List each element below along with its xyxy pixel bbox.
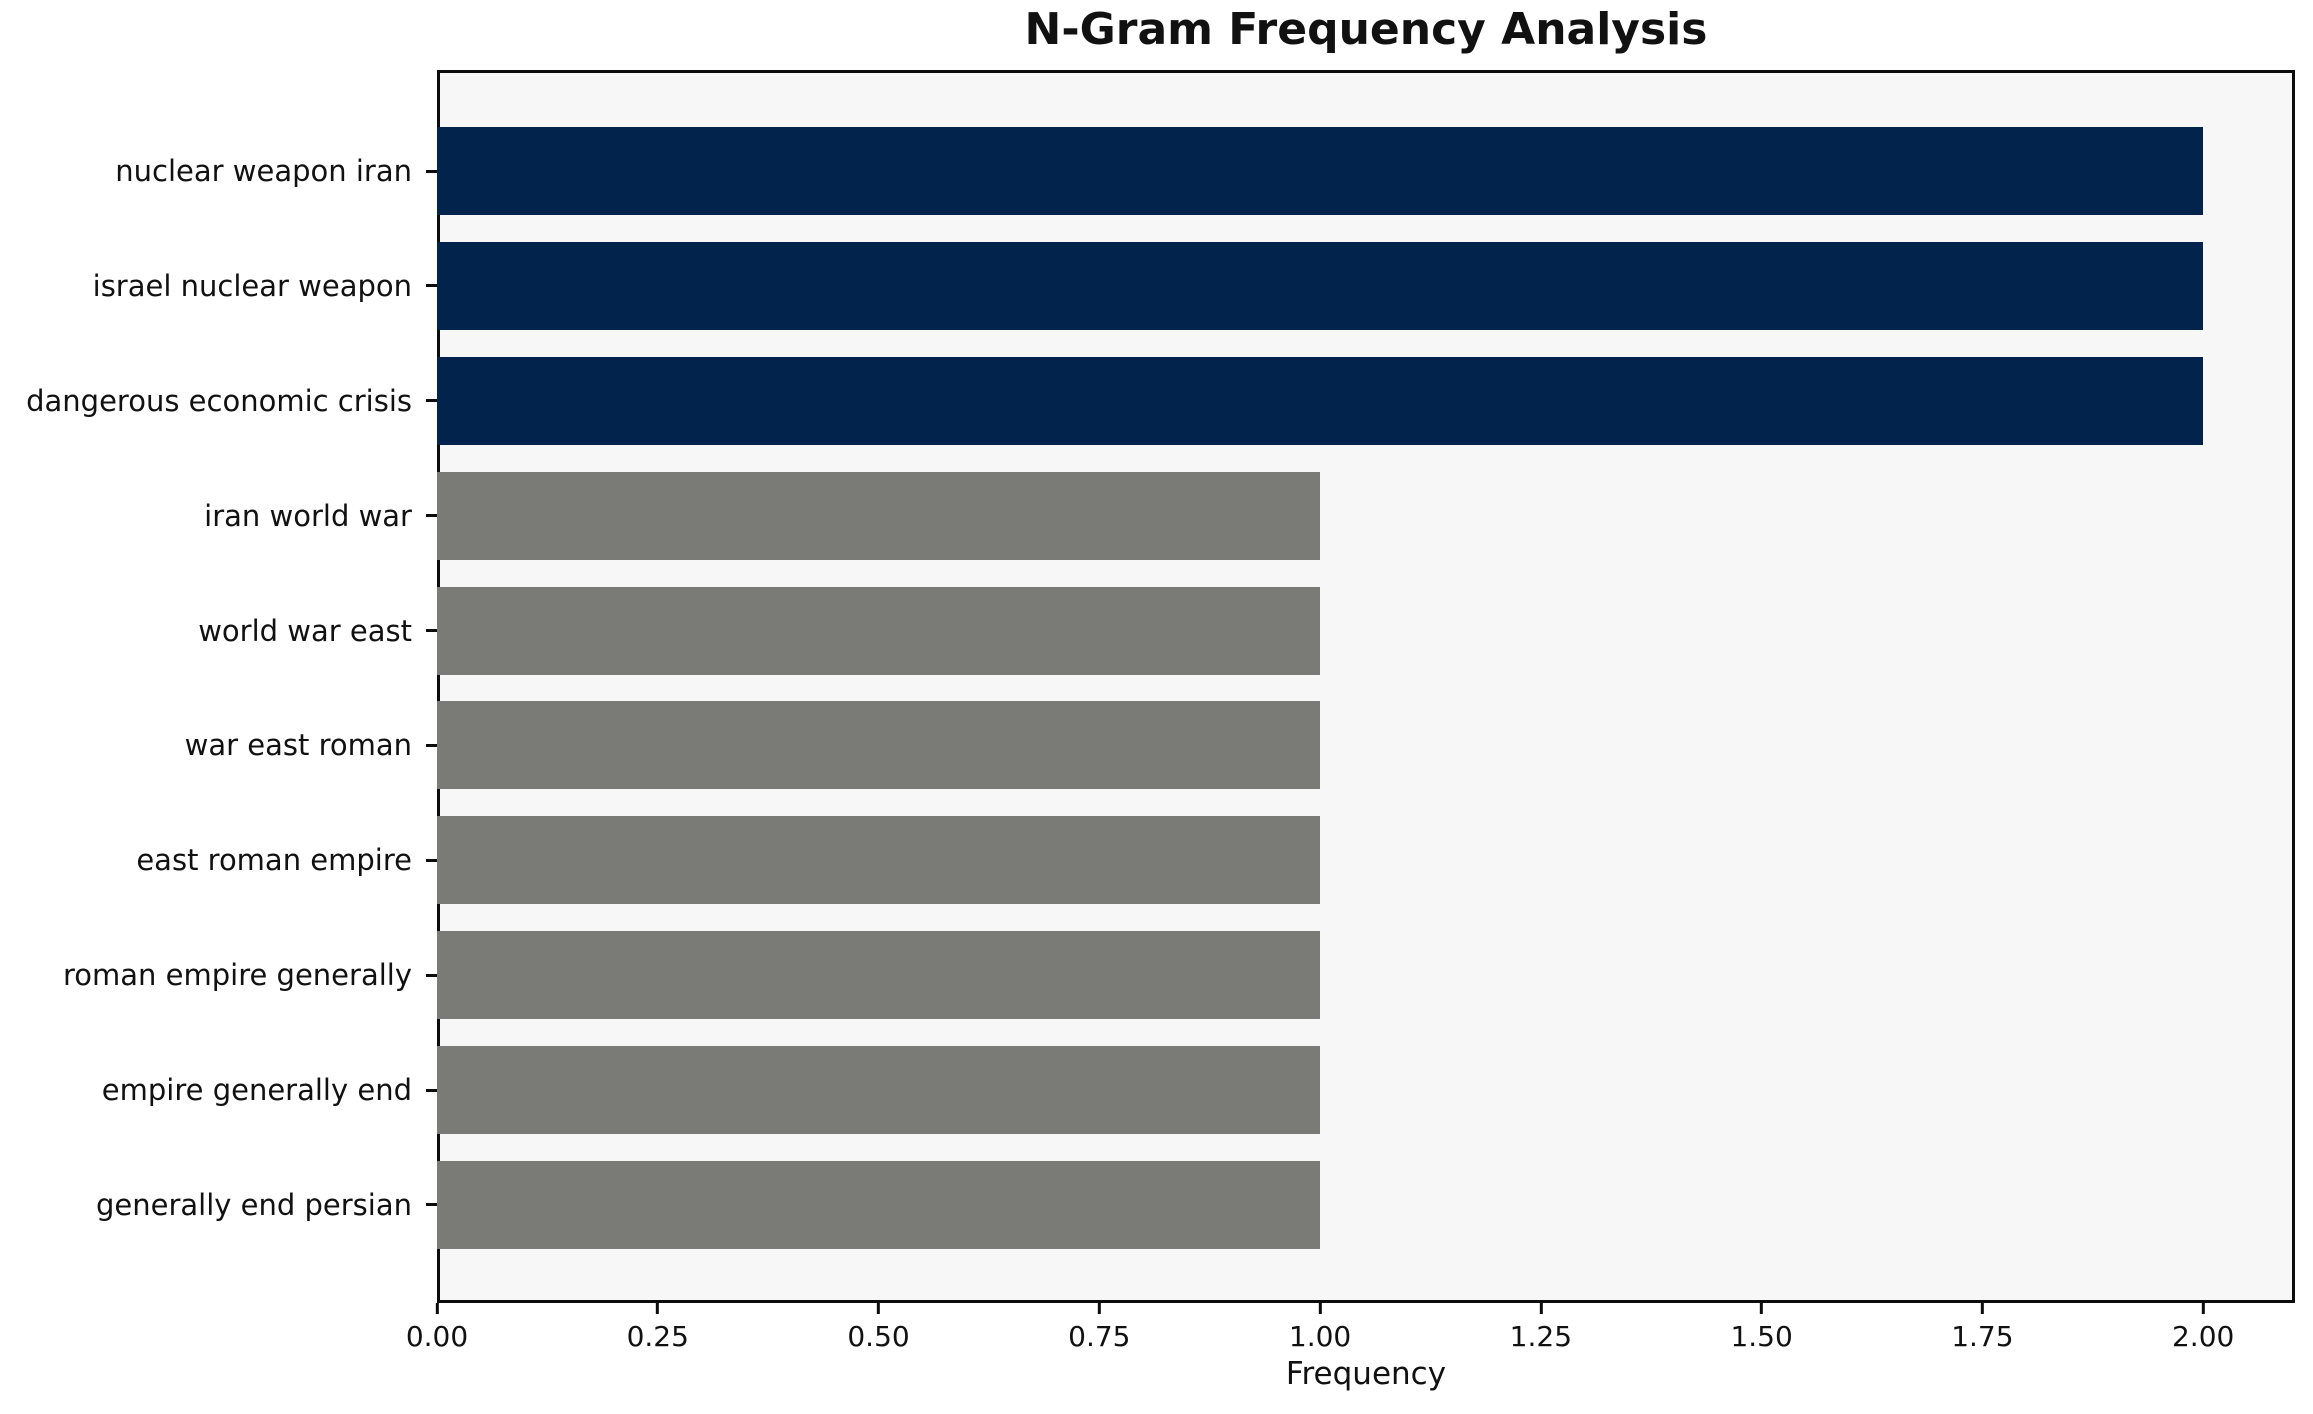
y-tick-mark (426, 858, 437, 862)
x-tick-mark (656, 1303, 660, 1314)
x-tick-mark (435, 1303, 439, 1314)
bar-row: empire generally end (0, 1046, 2313, 1134)
bar (437, 471, 1321, 560)
bar-row: generally end persian (0, 1160, 2313, 1249)
x-tick-label: 0.00 (405, 1320, 469, 1353)
x-tick: 0.25 (627, 1303, 689, 1353)
y-tick-label: war east roman (184, 728, 412, 763)
y-tick-label: east roman empire (136, 843, 412, 878)
bar-track (437, 127, 2295, 215)
x-tick-mark (1760, 1303, 1764, 1314)
bar-track (437, 931, 2295, 1020)
x-tick-mark (1097, 1303, 1101, 1314)
bar-track (437, 701, 2295, 790)
bar-track (437, 356, 2295, 445)
y-tick-label: dangerous economic crisis (26, 383, 412, 418)
bar-track (437, 241, 2295, 330)
bar-row: dangerous economic crisis (0, 356, 2313, 445)
x-tick-label: 0.50 (847, 1320, 910, 1353)
bar-track (437, 1160, 2295, 1249)
x-tick-label: 1.50 (1730, 1320, 1793, 1353)
y-tick-label: iran world war (204, 498, 412, 533)
x-tick-label: 2.00 (2171, 1320, 2235, 1353)
bar-track (437, 1046, 2295, 1134)
x-tick: 2.00 (2172, 1303, 2234, 1353)
y-tick-label: generally end persian (96, 1187, 412, 1222)
bar-row: nuclear weapon iran (0, 127, 2313, 215)
bar (437, 241, 2204, 330)
bar-row: roman empire generally (0, 931, 2313, 1020)
bar (437, 356, 2204, 445)
x-tick-mark (1539, 1303, 1543, 1314)
bar-track (437, 816, 2295, 905)
x-tick-mark (877, 1303, 881, 1314)
y-tick-mark (426, 629, 437, 632)
y-tick-mark (426, 399, 437, 403)
y-tick-mark (426, 284, 437, 288)
y-tick-mark (426, 1203, 437, 1207)
x-tick: 1.50 (1730, 1303, 1793, 1353)
bars-container: nuclear weapon iran israel nuclear weapo… (0, 70, 2313, 1303)
x-tick-label: 1.25 (1509, 1320, 1573, 1353)
bar-track (437, 471, 2295, 560)
x-tick: 0.00 (406, 1303, 468, 1353)
y-tick-mark (426, 1088, 437, 1092)
bar-row: east roman empire (0, 816, 2313, 905)
x-tick: 1.00 (1289, 1303, 1351, 1353)
x-tick-label: 0.75 (1068, 1320, 1131, 1353)
x-tick-mark (1318, 1303, 1322, 1314)
bar (437, 816, 1321, 905)
bar (437, 1046, 1321, 1134)
y-tick-label: israel nuclear weapon (92, 268, 412, 303)
bar-row: war east roman (0, 701, 2313, 790)
x-axis-label: Frequency (1285, 1356, 1447, 1392)
x-tick-mark (2201, 1303, 2205, 1314)
x-tick: 1.75 (1951, 1303, 2014, 1353)
y-tick-mark (426, 169, 437, 173)
x-tick-label: 1.75 (1951, 1320, 2014, 1353)
y-tick-label: roman empire generally (63, 958, 412, 993)
bar-row: israel nuclear weapon (0, 241, 2313, 330)
bar-row: world war east (0, 586, 2313, 675)
bar (437, 1160, 1321, 1249)
x-tick-label: 0.25 (626, 1320, 689, 1353)
bar (437, 701, 1321, 790)
bar-track (437, 586, 2295, 675)
bar-row: iran world war (0, 471, 2313, 560)
y-tick-mark (426, 514, 437, 518)
x-tick: 0.75 (1068, 1303, 1130, 1353)
y-tick-label: empire generally end (101, 1073, 412, 1107)
x-tick: 1.25 (1510, 1303, 1572, 1353)
x-tick-label: 1.00 (1288, 1320, 1352, 1353)
y-tick-mark (426, 743, 437, 747)
bar (437, 127, 2204, 215)
y-tick-label: nuclear weapon iran (115, 154, 412, 188)
x-tick: 0.50 (847, 1303, 910, 1353)
bar (437, 931, 1321, 1020)
y-tick-mark (426, 973, 437, 977)
y-tick-label: world war east (198, 613, 412, 648)
x-tick-mark (1980, 1303, 1984, 1314)
bar (437, 586, 1321, 675)
chart-title: N-Gram Frequency Analysis (1024, 4, 1708, 55)
